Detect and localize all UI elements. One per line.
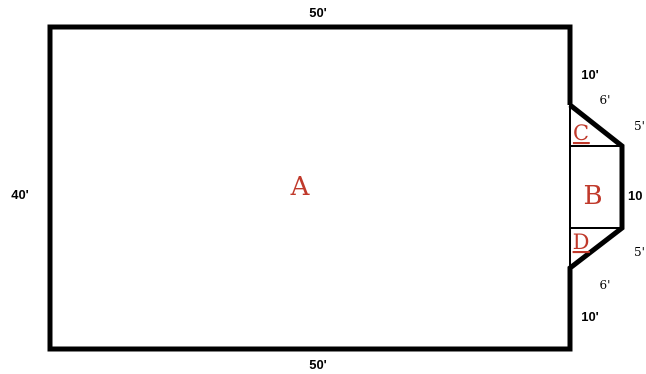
- floor-plan-outline: [47, 24, 625, 352]
- dimension-bump-top-edge: 5': [634, 119, 645, 133]
- dimension-right-lower: 10': [581, 309, 599, 324]
- dimension-bump-right: 10: [628, 188, 642, 203]
- dimension-left: 40': [11, 187, 29, 202]
- region-label-d: D: [573, 230, 590, 254]
- region-label-c: C: [573, 121, 589, 145]
- region-label-b: B: [583, 181, 602, 211]
- dimension-slant-upper: 6': [600, 93, 611, 107]
- dimension-top: 50': [309, 5, 327, 20]
- dimension-bottom: 50': [309, 357, 327, 372]
- dimension-right-upper: 10': [581, 67, 599, 82]
- region-label-a: A: [290, 172, 311, 202]
- dimension-bump-bottom-edge: 5': [634, 245, 645, 259]
- dimension-slant-lower: 6': [600, 278, 611, 292]
